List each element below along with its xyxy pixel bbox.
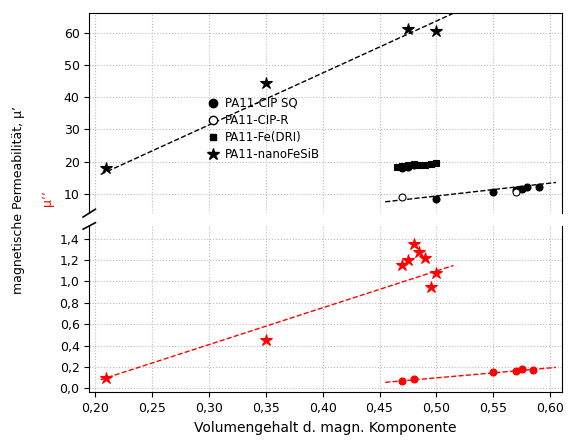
X-axis label: Volumengehalt d. magn. Komponente: Volumengehalt d. magn. Komponente [194, 421, 457, 435]
Text: magnetische Permeabilität, μ’: magnetische Permeabilität, μ’ [12, 102, 25, 295]
Text: μ’’: μ’’ [41, 191, 54, 206]
Legend: PA11-CIP SQ, PA11-CIP-R, PA11-Fe(DRI), PA11-nanoFeSiB: PA11-CIP SQ, PA11-CIP-R, PA11-Fe(DRI), P… [204, 92, 325, 166]
